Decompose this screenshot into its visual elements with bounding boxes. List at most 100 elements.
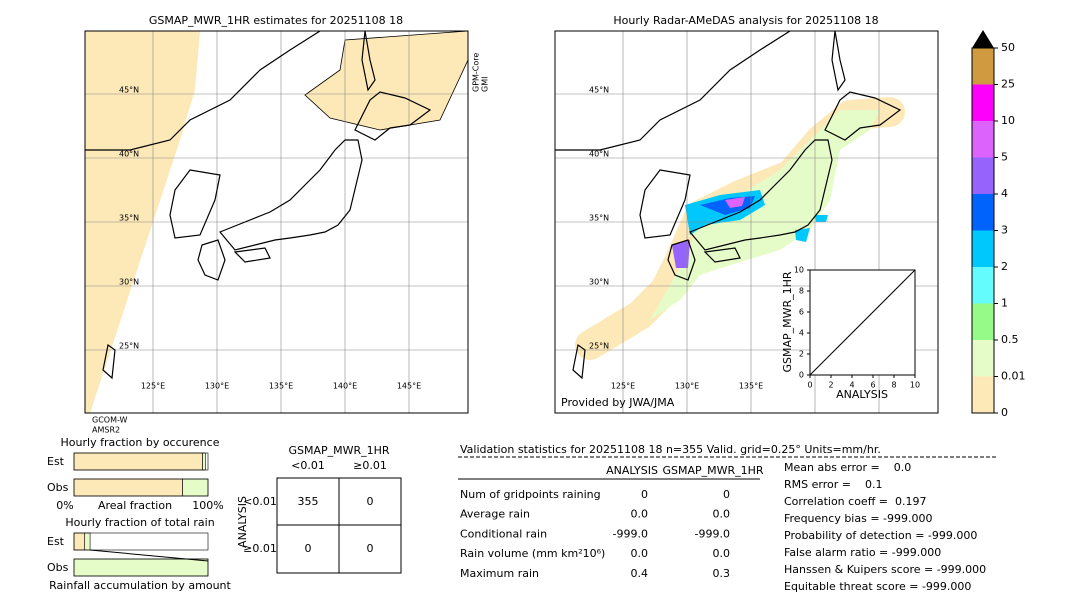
bar-frame: [73, 558, 209, 577]
row-label: Average rain: [460, 508, 530, 521]
lat-label: 45°N: [119, 86, 139, 95]
row-header: <0.01: [243, 495, 277, 508]
score: Mean abs error = 0.0: [784, 461, 911, 474]
table-cell: 0: [641, 488, 648, 501]
table-cell: 0: [305, 542, 312, 555]
x-tick-label: 6: [870, 381, 875, 390]
table-cell: 0: [367, 542, 374, 555]
scatter-diagonal: [809, 269, 916, 376]
row-label: Est: [47, 455, 65, 468]
x-tick-label: 0: [807, 381, 812, 390]
lat-label: 25°N: [589, 342, 609, 351]
colorbar-label: 2: [1001, 260, 1008, 273]
colorbar-label: 0.5: [1001, 333, 1019, 346]
y-tick-label: 2: [799, 350, 804, 359]
y-axis-label: GSMAP_MWR_1HR: [781, 271, 794, 372]
y-tick-label: 6: [799, 308, 804, 317]
lat-label: 40°N: [119, 150, 139, 159]
row-label: Rain volume (mm km²10⁶): [460, 547, 605, 560]
x-axis-label: ANALYSIS: [836, 388, 888, 401]
axis-label: Rainfall accumulation by amount: [49, 579, 231, 592]
panel-title: Hourly fraction of total rain: [65, 516, 214, 529]
colorbar-label: 4: [1001, 187, 1008, 200]
row-label: Obs: [47, 561, 69, 574]
colorbar-segment: [972, 267, 994, 304]
bar-segment: [73, 478, 183, 497]
lon-label: 135°E: [269, 382, 293, 391]
colorbar-extend: [972, 30, 994, 48]
lon-label: 140°E: [333, 382, 357, 391]
colorbar-label: 25: [1001, 78, 1015, 91]
swath-label: GCOM-W: [92, 416, 128, 425]
score: Frequency bias = -999.000: [784, 512, 933, 525]
column-header: <0.01: [291, 459, 325, 472]
score: Hanssen & Kuipers score = -999.000: [784, 563, 986, 576]
right-map-area: [555, 31, 938, 413]
colorbar-segment: [972, 303, 994, 340]
swath-label: AMSR2: [92, 426, 120, 435]
panel-title: Hourly fraction by occurence: [61, 436, 220, 449]
table-cell: 0: [367, 495, 374, 508]
row-title: ANALYSIS: [236, 496, 249, 548]
table-title: GSMAP_MWR_1HR: [288, 444, 389, 457]
lat-label: 45°N: [589, 86, 609, 95]
colorbar-segment: [972, 194, 994, 231]
axis-label: Areal fraction: [98, 499, 172, 512]
column-header: ANALYSIS: [606, 464, 658, 477]
colorbar-segment: [972, 121, 994, 158]
x-tick-label: 2: [828, 381, 833, 390]
lat-label: 35°N: [589, 214, 609, 223]
row-label: Obs: [47, 481, 69, 494]
bar-segment: [73, 558, 209, 577]
right-map-frame: [554, 30, 939, 414]
bar-segment: [202, 452, 206, 471]
lon-label: 125°E: [141, 382, 165, 391]
stats-header: Validation statistics for 20251108 18 n=…: [460, 443, 881, 456]
swath-label: GMI: [481, 77, 490, 92]
colorbar-label: 1: [1001, 297, 1008, 310]
colorbar-label: 0.01: [1001, 370, 1026, 383]
y-tick-label: 0: [799, 371, 804, 380]
table-cell: -999.0: [613, 527, 648, 540]
table-cell: 0.0: [713, 547, 731, 560]
score: Probability of detection = -999.000: [784, 529, 977, 542]
lon-label: 125°E: [611, 382, 635, 391]
column-header: ≥0.01: [353, 459, 387, 472]
x-tick-label: 4: [849, 381, 854, 390]
table-cell: 0.0: [631, 547, 649, 560]
bar-segment: [84, 532, 91, 551]
column-header: GSMAP_MWR_1HR: [662, 464, 763, 477]
score: RMS error = 0.1: [784, 478, 882, 491]
score: False alarm ratio = -999.000: [784, 546, 941, 559]
lon-label: 145°E: [397, 382, 421, 391]
bar-frame: [73, 452, 209, 471]
colorbar-segment: [972, 230, 994, 267]
colorbar-segment: [972, 84, 994, 121]
left-map-frame: [84, 30, 469, 414]
colorbar-label: 10: [1001, 114, 1015, 127]
table-cell: 0.0: [713, 508, 731, 521]
score: Equitable threat score = -999.000: [784, 580, 971, 593]
colorbar-label: 50: [1001, 41, 1015, 54]
bar-segment: [73, 532, 86, 551]
lat-label: 35°N: [119, 214, 139, 223]
lat-label: 30°N: [119, 278, 139, 287]
map-title: GSMAP_MWR_1HR estimates for 20251108 18: [149, 14, 403, 27]
row-label: Conditional rain: [460, 527, 547, 540]
lon-label: 130°E: [205, 382, 229, 391]
colorbar-segment: [972, 157, 994, 194]
y-tick-label: 10: [794, 266, 804, 275]
lat-label: 40°N: [589, 150, 609, 159]
table-cell: 0: [723, 488, 730, 501]
bar-frame: [73, 478, 209, 497]
bar-segment: [73, 452, 203, 471]
map-title: Hourly Radar-AMeDAS analysis for 2025110…: [613, 14, 878, 27]
lon-label: 135°E: [739, 382, 763, 391]
table-cell: 0.4: [631, 567, 649, 580]
x-tick-label: 8: [891, 381, 896, 390]
row-label: Maximum rain: [460, 567, 539, 580]
y-tick-label: 8: [799, 287, 804, 296]
table-cell: -999.0: [695, 527, 730, 540]
colorbar-label: 0: [1001, 406, 1008, 419]
score: Correlation coeff = 0.197: [784, 495, 926, 508]
